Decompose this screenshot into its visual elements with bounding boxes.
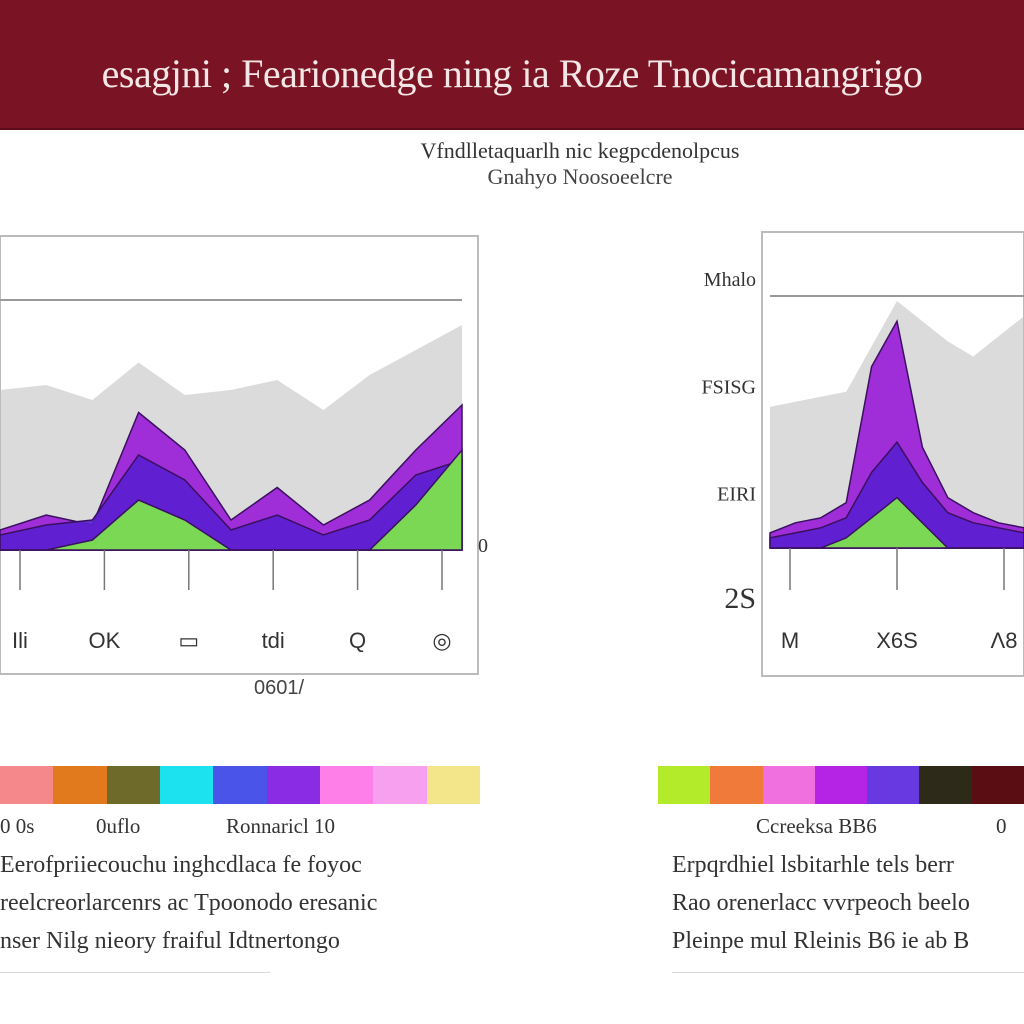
left-legend-swatch-6 (266, 766, 320, 804)
left-legend-swatch-7 (319, 766, 374, 804)
right-legend-swatch-7 (971, 766, 1024, 804)
right-y-tick-label-3: EIRI (717, 484, 756, 506)
left-legend-swatch-5 (213, 766, 267, 804)
left-legend-swatch-2 (53, 766, 107, 804)
chart-subtitle-line-2: Gnahyo Noosoeelcre (487, 164, 673, 189)
chart-subtitle-line-1: Vfndlletaquarlh nic kegpcdenolpcus (420, 138, 740, 163)
left-caption-line-1: Eerofpriiecouchu inghcdlaca fe foyoc (0, 852, 362, 878)
left-legend-label-2: 0uflo (96, 814, 141, 838)
page-title: esagjni ; Fearionedge ning ia Roze Tnoci… (101, 51, 923, 96)
left-x-tick-label-5: Q (349, 628, 366, 653)
right-legend-label-2: 0 (996, 814, 1007, 838)
left-caption-line-2: reelcreorlarcenrs ac Tpoonodo eresanic (0, 890, 378, 916)
right-series-violet (769, 440, 1024, 549)
right-y-tick-label-2: FSISG (702, 376, 756, 398)
left-legend-label-1: 0 0s (0, 814, 35, 838)
right-legend-label-1: Ccreeksa BB6 (756, 814, 877, 838)
right-x-tick-label-1: M (781, 628, 799, 653)
left-legend-swatch-4 (159, 766, 214, 804)
left-x-tick-label-3: ▭ (178, 628, 199, 653)
right-caption-line-3: Pleinpe mul Rleinis B6 ie ab B (672, 928, 970, 954)
left-x-tick-label-2: OK (89, 628, 121, 653)
right-series-green (770, 496, 1024, 549)
left-caption-line-3: nser Nilg nieory fraiful Idtnertongo (0, 928, 340, 954)
left-caption-rule (0, 972, 270, 973)
left-y-tick-label-1: 0 (478, 535, 488, 557)
title-banner: esagjni ; Fearionedge ning ia Roze Tnoci… (0, 0, 1024, 130)
left-x-tick-label-1: Ili (12, 628, 28, 653)
right-x-tick-label-3: Λ8 (991, 628, 1018, 653)
right-legend-swatch-3 (762, 766, 815, 804)
right-caption-rule (672, 972, 1024, 973)
left-x-tick-label-6: ◎ (432, 628, 451, 653)
left-x-axis-label: 0601/ (254, 677, 304, 699)
left-legend-swatch-9 (426, 766, 480, 804)
right-legend-swatch-1 (658, 766, 711, 804)
right-legend-swatch-2 (710, 766, 763, 804)
right-caption-line-2: Rao orenerlacc vvrpeoch beelo (672, 890, 970, 916)
left-legend-swatch-1 (0, 766, 54, 804)
charts-canvas: Ili OK ▭ tdi Q ◎ 0 0601/M X6S Λ8 Mhalo FSISG EIRI 2S (0, 231, 1024, 699)
left-legend-swatch-8 (373, 766, 427, 804)
right-y-tick-label-1: Mhalo (704, 269, 756, 291)
left-legend-swatch-3 (106, 766, 160, 804)
left-legend-swatches (0, 766, 480, 804)
right-y-tick-label-4: 2S (724, 582, 756, 615)
right-legend-swatch-6 (919, 766, 972, 804)
right-legend-swatches (658, 766, 1024, 804)
right-caption-line-1: Erpqrdhiel lsbitarhle tels berr (672, 852, 954, 878)
left-legend-label-3: Ronnaricl 10 (226, 814, 336, 838)
left-series-green (0, 447, 463, 551)
right-legend-swatch-5 (867, 766, 920, 804)
right-series-purple (769, 319, 1024, 549)
right-x-tick-label-2: X6S (876, 628, 918, 653)
right-legend-swatch-4 (814, 766, 868, 804)
left-x-tick-label-4: tdi (262, 628, 285, 653)
